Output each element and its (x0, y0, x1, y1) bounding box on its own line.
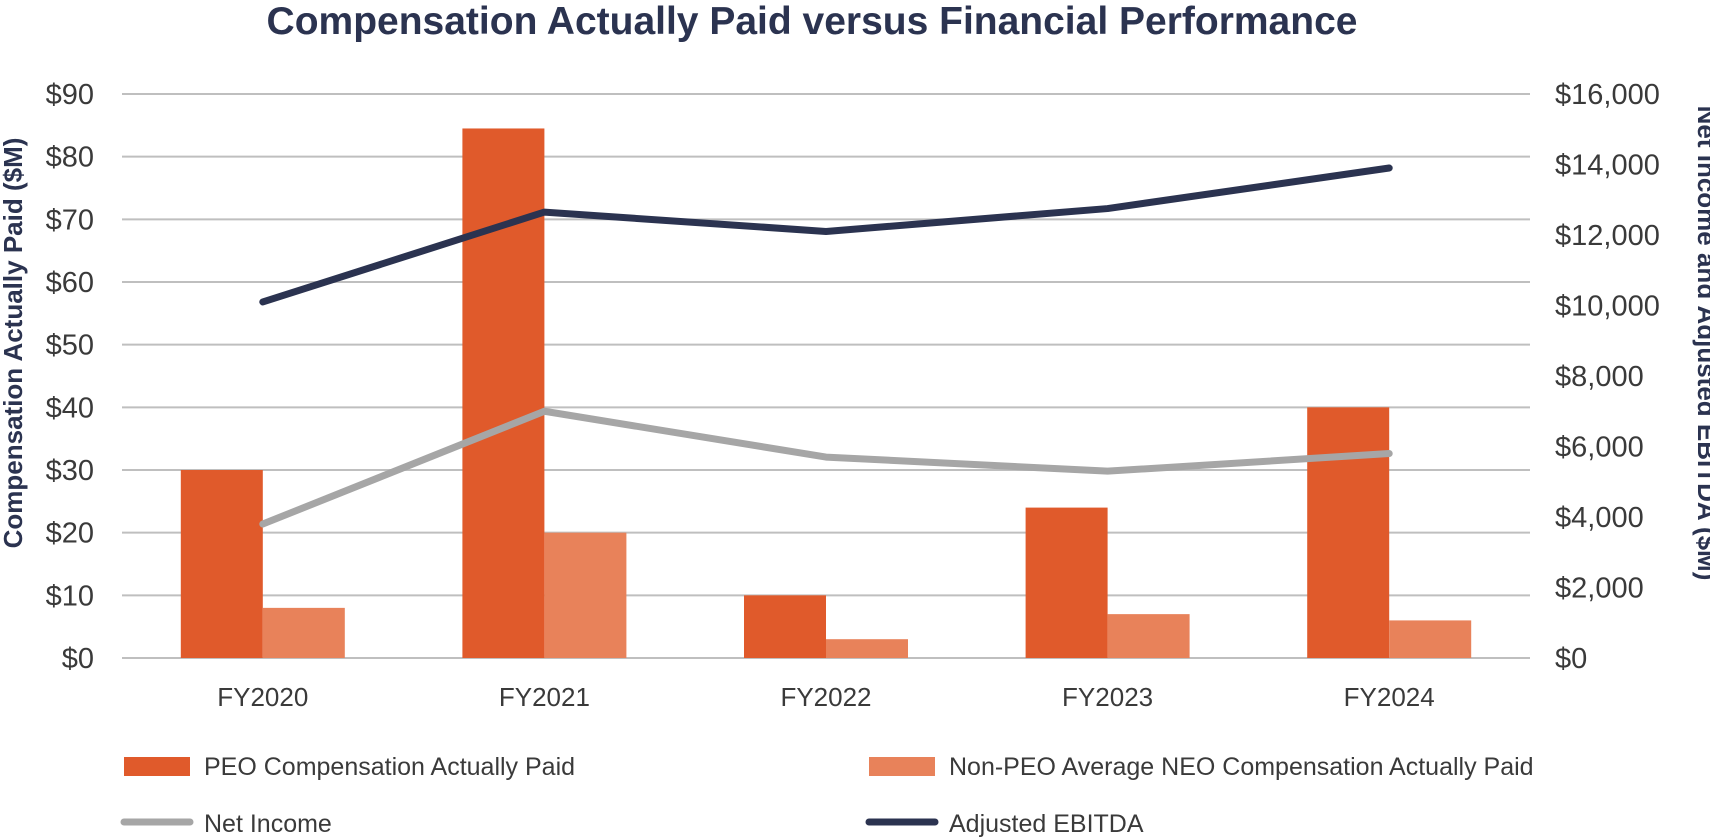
bar-non-peo-fy2024 (1389, 620, 1472, 658)
category-label: FY2020 (217, 682, 308, 712)
lines (259, 164, 1393, 528)
legend-item-net-income[interactable]: Net Income (120, 810, 332, 838)
chart-title: Compensation Actually Paid versus Financ… (267, 0, 1358, 43)
legend-swatch-non-peo (869, 757, 935, 776)
legend-item-adjusted-ebitda[interactable]: Adjusted EBITDA (865, 810, 1144, 838)
line-net-income (259, 407, 1393, 528)
left-tick-label: $20 (46, 518, 94, 550)
right-tick-label: $4,000 (1555, 502, 1644, 534)
bar-non-peo-fy2020 (262, 607, 345, 658)
legend-label-adjusted-ebitda: Adjusted EBITDA (949, 810, 1144, 838)
right-tick-label: $12,000 (1555, 220, 1660, 252)
legend-item-non-peo[interactable]: Non-PEO Average NEO Compensation Actuall… (869, 753, 1534, 781)
left-tick-label: $40 (46, 392, 94, 424)
right-tick-label: $0 (1555, 643, 1587, 675)
left-axis-title: Compensation Actually Paid ($M) (0, 138, 28, 549)
left-tick-label: $80 (46, 142, 94, 174)
line-adjusted-ebitda (259, 164, 1393, 306)
bars (180, 128, 1472, 658)
gridlines (122, 93, 1530, 659)
bar-peo-fy2022 (744, 595, 826, 658)
bar-non-peo-fy2021 (544, 532, 627, 658)
left-axis-ticks: $0 $10 $20 $30 $40 $50 $60 $70 $80 $90 (46, 79, 94, 675)
legend-label-peo: PEO Compensation Actually Paid (204, 753, 575, 781)
category-labels: FY2020 FY2021 FY2022 FY2023 FY2024 (217, 682, 1434, 712)
right-axis-ticks: $0 $2,000 $4,000 $6,000 $8,000 $10,000 $12,000… (1555, 79, 1660, 675)
left-tick-label: $10 (46, 580, 94, 612)
bar-non-peo-fy2023 (1107, 614, 1190, 658)
right-axis-title: Net Income and Adjusted EBITDA ($M) (1692, 106, 1710, 581)
legend-swatch-peo (124, 757, 190, 776)
right-tick-label: $8,000 (1555, 361, 1644, 393)
category-label: FY2021 (499, 682, 590, 712)
right-tick-label: $16,000 (1555, 79, 1660, 111)
legend-label-net-income: Net Income (204, 810, 332, 838)
bar-peo-fy2023 (1025, 507, 1108, 658)
right-tick-label: $10,000 (1555, 291, 1660, 323)
left-tick-label: $30 (46, 455, 94, 487)
category-label: FY2024 (1344, 682, 1435, 712)
left-tick-label: $90 (46, 79, 94, 111)
right-tick-label: $14,000 (1555, 150, 1660, 182)
left-tick-label: $60 (46, 267, 94, 299)
bar-non-peo-fy2022 (826, 639, 908, 658)
legend-label-non-peo: Non-PEO Average NEO Compensation Actuall… (949, 753, 1534, 781)
bar-peo-fy2021 (462, 128, 545, 658)
category-label: FY2023 (1062, 682, 1153, 712)
right-tick-label: $2,000 (1555, 573, 1644, 605)
category-label: FY2022 (780, 682, 871, 712)
left-tick-label: $70 (46, 204, 94, 236)
right-tick-label: $6,000 (1555, 432, 1644, 464)
legend-item-peo[interactable]: PEO Compensation Actually Paid (124, 753, 575, 781)
left-tick-label: $0 (62, 643, 94, 675)
bar-peo-fy2020 (180, 470, 263, 658)
bar-peo-fy2024 (1307, 407, 1390, 658)
left-tick-label: $50 (46, 330, 94, 362)
legend: PEO Compensation Actually Paid Non-PEO A… (120, 753, 1534, 838)
